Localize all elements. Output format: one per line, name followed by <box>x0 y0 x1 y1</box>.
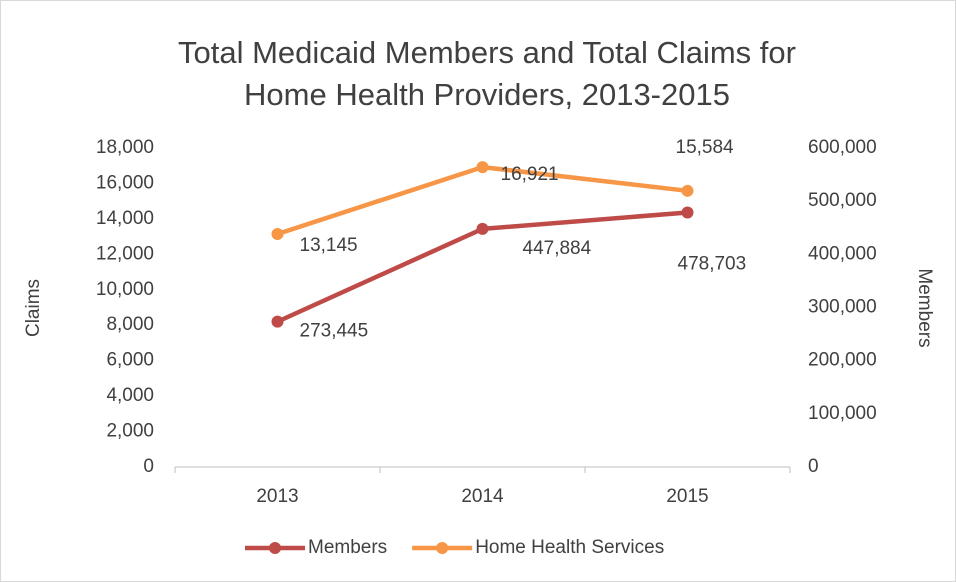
y-tick-label: 12,000 <box>96 243 154 264</box>
legend-label: Home Health Services <box>475 537 664 558</box>
x-tick-label: 2013 <box>256 486 298 507</box>
data-label: 15,584 <box>676 137 735 158</box>
data-label: 13,145 <box>300 235 358 256</box>
y-axis-label: Claims <box>23 279 44 337</box>
legend-marker <box>269 542 281 554</box>
data-label: 273,445 <box>300 321 369 342</box>
data-point <box>271 315 284 328</box>
y2-tick-label: 400,000 <box>808 243 877 264</box>
y2-tick-label: 500,000 <box>808 190 877 211</box>
data-point <box>681 206 694 219</box>
data-point <box>476 222 489 235</box>
y-tick-label: 0 <box>143 456 154 477</box>
y2-axis-label: Members <box>914 268 935 347</box>
data-point <box>271 228 284 241</box>
y-tick-label: 6,000 <box>106 350 154 371</box>
data-label: 16,921 <box>501 164 559 185</box>
x-tick-label: 2014 <box>461 486 504 507</box>
y2-tick-label: 200,000 <box>808 350 877 371</box>
x-tick-label: 2015 <box>666 486 708 507</box>
data-label: 478,703 <box>678 254 747 275</box>
data-point <box>476 161 489 174</box>
y-tick-label: 8,000 <box>106 314 154 335</box>
chart-title: Home Health Providers, 2013-2015 <box>244 77 730 112</box>
y-tick-label: 18,000 <box>96 137 154 158</box>
y2-tick-label: 600,000 <box>808 137 877 158</box>
y2-tick-label: 300,000 <box>808 297 877 318</box>
y-tick-label: 16,000 <box>96 172 154 193</box>
legend-label: Members <box>308 537 387 558</box>
y-tick-label: 4,000 <box>106 385 154 406</box>
data-point <box>681 184 694 197</box>
y-tick-label: 10,000 <box>96 279 154 300</box>
y2-tick-label: 0 <box>808 456 819 477</box>
y2-tick-label: 100,000 <box>808 403 877 424</box>
chart-title: Total Medicaid Members and Total Claims … <box>178 35 796 70</box>
legend-marker <box>436 542 449 554</box>
y-tick-label: 14,000 <box>96 208 154 229</box>
data-label: 447,884 <box>523 238 592 259</box>
y-tick-label: 2,000 <box>106 421 154 442</box>
